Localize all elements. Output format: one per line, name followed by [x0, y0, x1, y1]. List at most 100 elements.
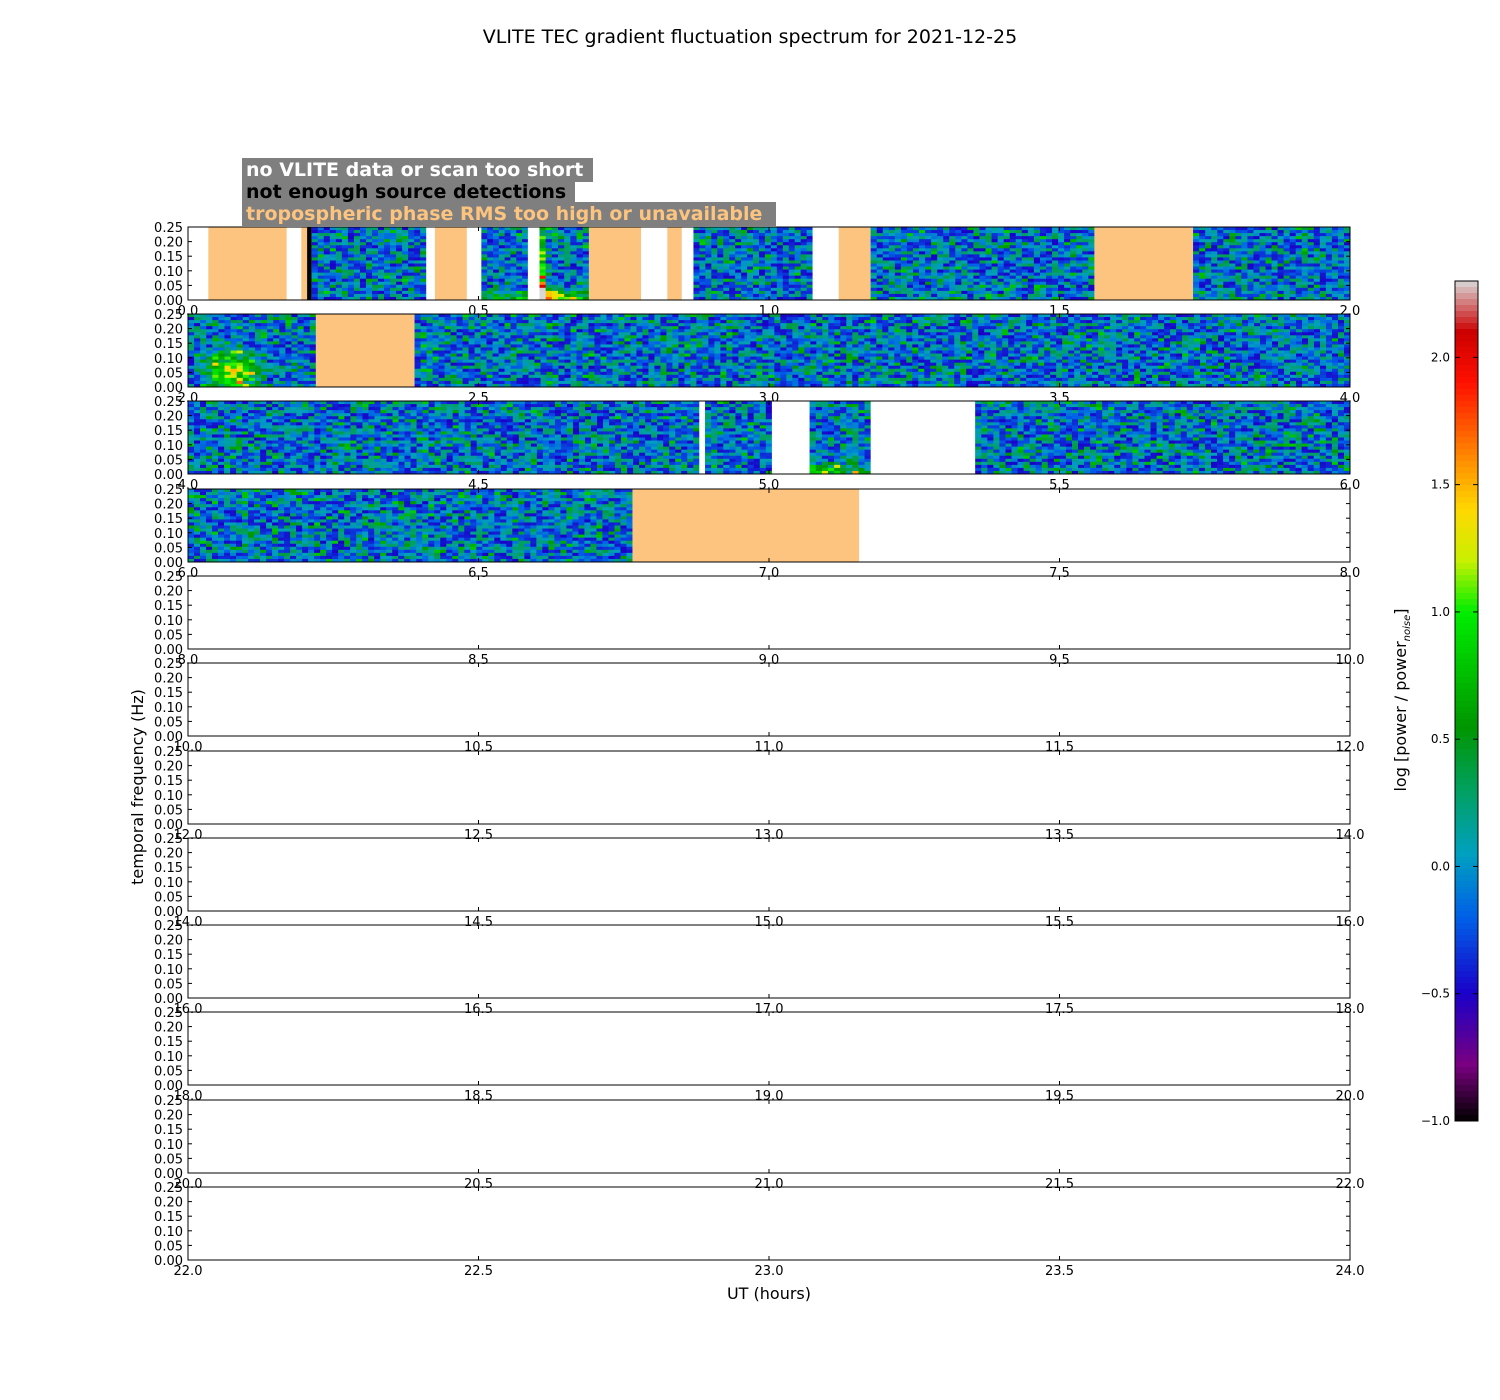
spectrum-cell: [1082, 275, 1089, 280]
spectrum-cell: [492, 332, 499, 336]
spectrum-cell: [961, 257, 968, 261]
spectrum-cell: [1021, 284, 1029, 289]
spectrum-cell: [558, 353, 565, 357]
no-data-block: [286, 227, 302, 300]
tropo-block: [208, 227, 287, 300]
spectrum-cell: [776, 242, 784, 246]
spectrum-cell: [474, 341, 481, 345]
spectrum-cell: [1301, 260, 1309, 264]
spectrum-cell: [1211, 290, 1218, 295]
spectrum-cell: [1301, 236, 1309, 240]
spectrum-cell: [792, 365, 799, 370]
spectrum-cell: [1082, 230, 1089, 234]
spectrum-cell: [323, 278, 331, 283]
spectrum-cell: [684, 326, 691, 330]
spectrum-cell: [516, 260, 523, 264]
spectrum-cell: [967, 296, 974, 301]
spectrum-cell: [744, 335, 751, 339]
spectrum-cell: [493, 272, 500, 277]
spectrum-cell: [582, 356, 589, 361]
spectrum-cell: [576, 335, 583, 339]
spectrum-cell: [311, 245, 319, 249]
spectrum-cell: [1271, 257, 1278, 261]
spectrum-cell: [1289, 275, 1297, 280]
spectrum-cell: [582, 239, 590, 243]
spectrum-cell: [1247, 266, 1254, 270]
spectrum-cell: [961, 227, 968, 231]
spectrum-cell: [804, 353, 811, 357]
spectrum-cell: [522, 248, 529, 252]
spectrum-cell: [747, 290, 754, 295]
spectrum-cell: [735, 227, 742, 231]
spectrum-cell: [741, 236, 748, 240]
spectrum-cell: [882, 242, 890, 246]
spectrum-cell: [1271, 245, 1278, 249]
spectrum-cell: [498, 293, 506, 298]
spectrum-cell: [735, 242, 742, 246]
spectrum-cell: [1058, 245, 1065, 249]
spectrum-cell: [311, 284, 319, 289]
spectrum-cell: [912, 227, 920, 231]
spectrum-cell: [678, 356, 685, 361]
spectrum-cell: [780, 317, 787, 321]
spectrum-cell: [487, 230, 494, 234]
spectrum-cell: [870, 245, 878, 249]
spectrum-cell: [309, 344, 317, 348]
spectrum-cell: [1253, 287, 1260, 292]
spectrum-cell: [545, 284, 553, 289]
spectrum-cell: [414, 377, 421, 382]
spectrum-cell: [1313, 290, 1321, 295]
spectrum-cell: [1082, 284, 1089, 289]
spectrum-cell: [570, 365, 577, 370]
spectrum-cell: [378, 245, 385, 249]
spectrum-cell: [396, 266, 403, 270]
spectrum-cell: [693, 278, 700, 283]
spectrum-cell: [426, 323, 433, 327]
spectrum-cell: [588, 326, 595, 330]
spectrum-cell: [882, 266, 890, 270]
spectrum-cell: [600, 365, 607, 370]
spectrum-cell: [200, 332, 207, 336]
spectrum-cell: [420, 383, 427, 388]
spectrum-cell: [764, 272, 772, 277]
spectrum-cell: [1289, 245, 1297, 249]
spectrum-cell: [1021, 227, 1029, 231]
spectrum-cell: [894, 254, 902, 258]
spectrum-cell: [943, 242, 950, 246]
spectrum-cell: [1193, 278, 1200, 283]
spectrum-cell: [396, 296, 403, 301]
spectrum-cell: [1039, 269, 1047, 274]
spectrum-cell: [630, 332, 637, 336]
spectrum-cell: [576, 296, 584, 301]
spectrum-cell: [414, 248, 421, 252]
spectrum-cell: [919, 287, 926, 292]
spectrum-cell: [768, 314, 775, 318]
spectrum-cell: [539, 275, 547, 280]
spectrum-cell: [365, 251, 373, 255]
spectrum-cell: [1253, 227, 1260, 231]
spectrum-cell: [624, 338, 631, 342]
spectrum-cell: [1211, 266, 1218, 270]
spectrum-cell: [420, 266, 427, 270]
spectrum-cell: [311, 257, 319, 261]
spectrum-cell: [1021, 260, 1029, 264]
spectrum-cell: [468, 353, 475, 357]
spectrum-cell: [997, 236, 1005, 240]
spectrum-cell: [414, 275, 421, 280]
spectrum-cell: [402, 248, 409, 252]
spectrum-cell: [1229, 290, 1236, 295]
spectrum-cell: [672, 380, 679, 385]
spectrum-cell: [534, 368, 541, 373]
spectrum-cell: [961, 254, 968, 258]
spectrum-cell: [444, 365, 451, 370]
spectrum-cell: [492, 362, 499, 367]
spectrum-cell: [804, 359, 811, 364]
spectrum-cell: [297, 314, 305, 318]
spectrum-cell: [949, 245, 956, 249]
spectrum-cell: [552, 341, 559, 345]
spectrum-cell: [770, 242, 778, 246]
spectrum-cell: [534, 353, 541, 357]
spectrum-cell: [756, 359, 763, 364]
spectrum-cell: [498, 362, 505, 367]
spectrum-cell: [979, 239, 986, 243]
